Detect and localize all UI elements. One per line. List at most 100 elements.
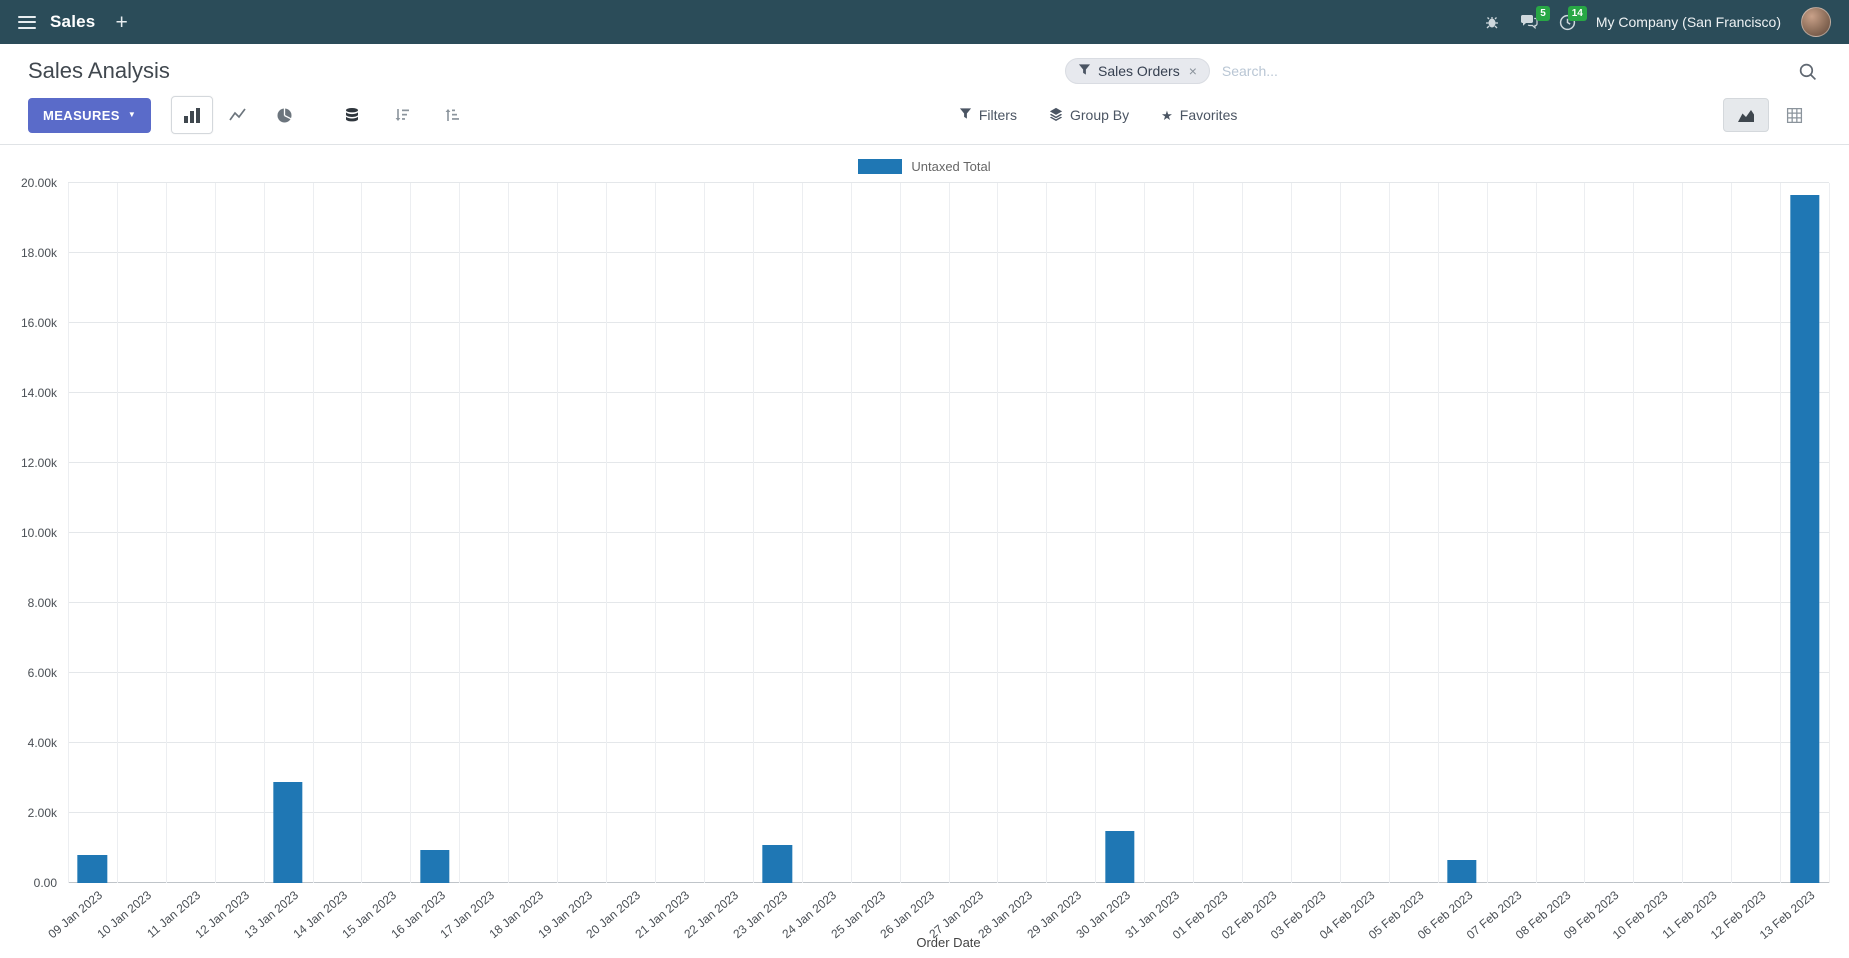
gridline-v (1682, 183, 1684, 883)
caret-down-icon: ▼ (127, 110, 137, 119)
gridline-v (459, 183, 461, 883)
bar-09 Jan 2023[interactable] (77, 855, 108, 883)
y-tick-label: 18.00k (20, 246, 57, 260)
messages-icon[interactable]: 5 (1520, 5, 1550, 31)
company-switcher[interactable]: My Company (San Francisco) (1595, 14, 1781, 30)
gridline-v (68, 183, 69, 883)
y-tick-label: 14.00k (20, 386, 57, 400)
group-by-button[interactable]: Group By (1047, 101, 1131, 130)
facet-label: Sales Orders (1098, 63, 1180, 79)
gridline-v (1388, 183, 1390, 883)
bar-30 Jan 2023[interactable] (1105, 830, 1135, 883)
y-tick-label: 2.00k (27, 806, 57, 820)
gridline-v (165, 183, 167, 883)
stacked-toggle-button[interactable] (331, 96, 373, 134)
search-options: Filters Group By ★ Favorites (957, 101, 1240, 130)
search-facet[interactable]: Sales Orders × (1065, 58, 1210, 84)
gridline-h (68, 182, 1829, 183)
gridline-v (508, 183, 510, 883)
search-icon[interactable] (1798, 62, 1817, 81)
gridline-v (703, 183, 705, 883)
filter-funnel-icon (1078, 63, 1091, 79)
pie-chart-button[interactable] (263, 96, 305, 134)
bar-13 Jan 2023[interactable] (273, 781, 303, 883)
x-axis: 09 Jan 2023 10 Jan 2023 11 Jan 2023 12 Jan … (45, 888, 1818, 943)
gridline-v (1046, 183, 1048, 883)
sort-descending-button[interactable] (381, 96, 423, 134)
measures-button[interactable]: MEASURES ▼ (28, 97, 152, 133)
messages-badge: 5 (1536, 5, 1550, 21)
gridline-v (850, 183, 852, 883)
bar-16 Jan 2023[interactable] (420, 849, 450, 883)
gridline-v (899, 183, 901, 883)
gridline-v (1241, 183, 1243, 883)
page-title: Sales Analysis (28, 58, 170, 83)
gridline-v (410, 183, 412, 883)
gridline-v (801, 183, 803, 883)
y-tick-label: 6.00k (27, 666, 57, 680)
sort-ascending-button[interactable] (431, 96, 473, 134)
chart-legend[interactable]: Untaxed Total (0, 153, 1849, 179)
gridline-v (1290, 183, 1292, 883)
gridline-v (752, 183, 754, 883)
gridline-v (1780, 183, 1782, 883)
y-tick-label: 0.00 (33, 876, 57, 890)
top-navbar: Sales + 5 14 My Company (San Francisco) (0, 0, 1849, 44)
gridline-v (1584, 183, 1586, 883)
y-tick-label: 12.00k (20, 456, 57, 470)
y-tick-label: 8.00k (27, 596, 57, 610)
gridline-v (654, 183, 656, 883)
pivot-view-button[interactable] (1771, 98, 1817, 132)
favorites-button[interactable]: ★ Favorites (1159, 101, 1239, 129)
view-switcher (1723, 98, 1821, 132)
activities-clock-icon[interactable]: 14 (1559, 5, 1587, 31)
gridline-v (1829, 183, 1830, 883)
apps-menu-icon[interactable] (18, 15, 36, 29)
gridline-v (997, 183, 999, 883)
filters-funnel-icon (959, 107, 972, 123)
gridline-v (606, 183, 608, 883)
legend-label: Untaxed Total (911, 158, 991, 174)
gridline-v (948, 183, 950, 883)
plus-icon[interactable]: + (115, 10, 128, 34)
gridline-v (1144, 183, 1146, 883)
gridline-v (263, 183, 265, 883)
x-axis-title: Order Date (916, 935, 981, 950)
y-tick-label: 4.00k (27, 736, 57, 750)
line-chart-button[interactable] (217, 96, 259, 134)
debug-icon[interactable] (1484, 14, 1500, 30)
user-avatar[interactable] (1801, 7, 1831, 37)
gridline-v (1193, 183, 1195, 883)
gridline-v (1437, 183, 1439, 883)
control-panel: Sales Analysis Sales Orders × MEASURES ▼ (0, 44, 1849, 145)
gridline-v (1535, 183, 1537, 883)
bar-13 Feb 2023[interactable] (1789, 195, 1820, 883)
bar-chart-button[interactable] (171, 96, 214, 134)
gridline-v (1486, 183, 1488, 883)
star-icon: ★ (1161, 107, 1173, 123)
gridline-v (1731, 183, 1733, 883)
chart-modifiers (331, 96, 473, 134)
search-input[interactable] (1219, 62, 1788, 80)
bar-06 Feb 2023[interactable] (1447, 860, 1477, 883)
graph-view-button[interactable] (1723, 98, 1769, 132)
y-tick-label: 20.00k (20, 176, 57, 190)
app-name[interactable]: Sales (50, 12, 96, 31)
gridline-v (1339, 183, 1341, 883)
filters-button[interactable]: Filters (957, 101, 1019, 129)
gridline-v (1095, 183, 1097, 883)
search-bar[interactable]: Sales Orders × (1061, 56, 1821, 86)
plot-area (68, 182, 1830, 883)
facet-remove-icon[interactable]: × (1188, 63, 1197, 79)
layers-icon (1049, 107, 1063, 124)
gridline-v (312, 183, 314, 883)
graph-view: Untaxed Total 0.00 2.00k 4.00k 6.00k 8.00k 10… (0, 145, 1849, 956)
chart-type-switcher (171, 96, 305, 134)
gridline-v (214, 183, 216, 883)
gridline-v (361, 183, 363, 883)
y-tick-label: 10.00k (20, 526, 57, 540)
gridline-v (116, 183, 118, 883)
bar-23 Jan 2023[interactable] (762, 844, 792, 883)
gridline-v (557, 183, 559, 883)
y-axis: 0.00 2.00k 4.00k 6.00k 8.00k 10.00k 12.00k 14.0… (0, 176, 68, 890)
